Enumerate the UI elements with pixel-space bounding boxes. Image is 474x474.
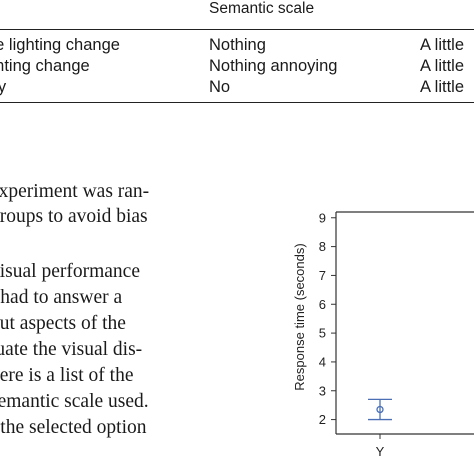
body-text-line: here is a list of the	[0, 365, 134, 386]
table-row-label: lity	[0, 78, 7, 96]
y-tick-label: 9	[319, 210, 326, 225]
table-rule-top	[0, 29, 474, 30]
y-tick-label: 6	[319, 297, 326, 312]
table-row-label: he lighting change	[0, 36, 120, 54]
chart-axes	[335, 211, 474, 435]
body-text-line: t had to answer a	[0, 287, 123, 308]
y-tick-label: 2	[319, 412, 326, 427]
y-axis-label: Response time (seconds)	[292, 243, 307, 390]
body-text-line: luate the visual dis-	[0, 339, 143, 360]
body-text-line: semantic scale used.	[0, 391, 149, 412]
table-cell-scale: Nothing	[209, 36, 266, 54]
y-tick-label: 7	[319, 268, 326, 283]
table-cell-scale: A little	[420, 78, 465, 96]
y-ticks: 2 3 4 5 6 7 8 9 Y	[319, 210, 385, 459]
chart-marks	[368, 398, 392, 421]
table-cell-scale: No	[209, 78, 231, 96]
table-cell-scale: Nothing annoying	[209, 57, 338, 75]
mean-point	[376, 405, 384, 414]
x-tick-label: Y	[376, 444, 385, 459]
table-cell-scale: A little	[420, 36, 465, 54]
body-text-line: groups to avoid bias	[0, 206, 148, 227]
table-cell-scale: A little	[420, 57, 465, 75]
response-time-chart: 2 3 4 5 6 7 8 9 Y Response time (seconds)	[292, 210, 474, 459]
table-row-label: ghting change	[0, 57, 90, 75]
body-text-line: visual performance	[0, 261, 140, 282]
y-tick-label: 8	[319, 239, 326, 254]
y-tick-label: 4	[319, 354, 326, 369]
table-column-header: Semantic scale	[209, 0, 315, 17]
body-text-line: t the selected option	[0, 417, 147, 438]
table-rule-bottom	[0, 102, 474, 103]
y-tick-label: 3	[319, 383, 326, 398]
y-tick-label: 5	[319, 326, 326, 341]
body-text-line: experiment was ran-	[0, 181, 150, 202]
body-text-line: out aspects of the	[0, 313, 126, 334]
